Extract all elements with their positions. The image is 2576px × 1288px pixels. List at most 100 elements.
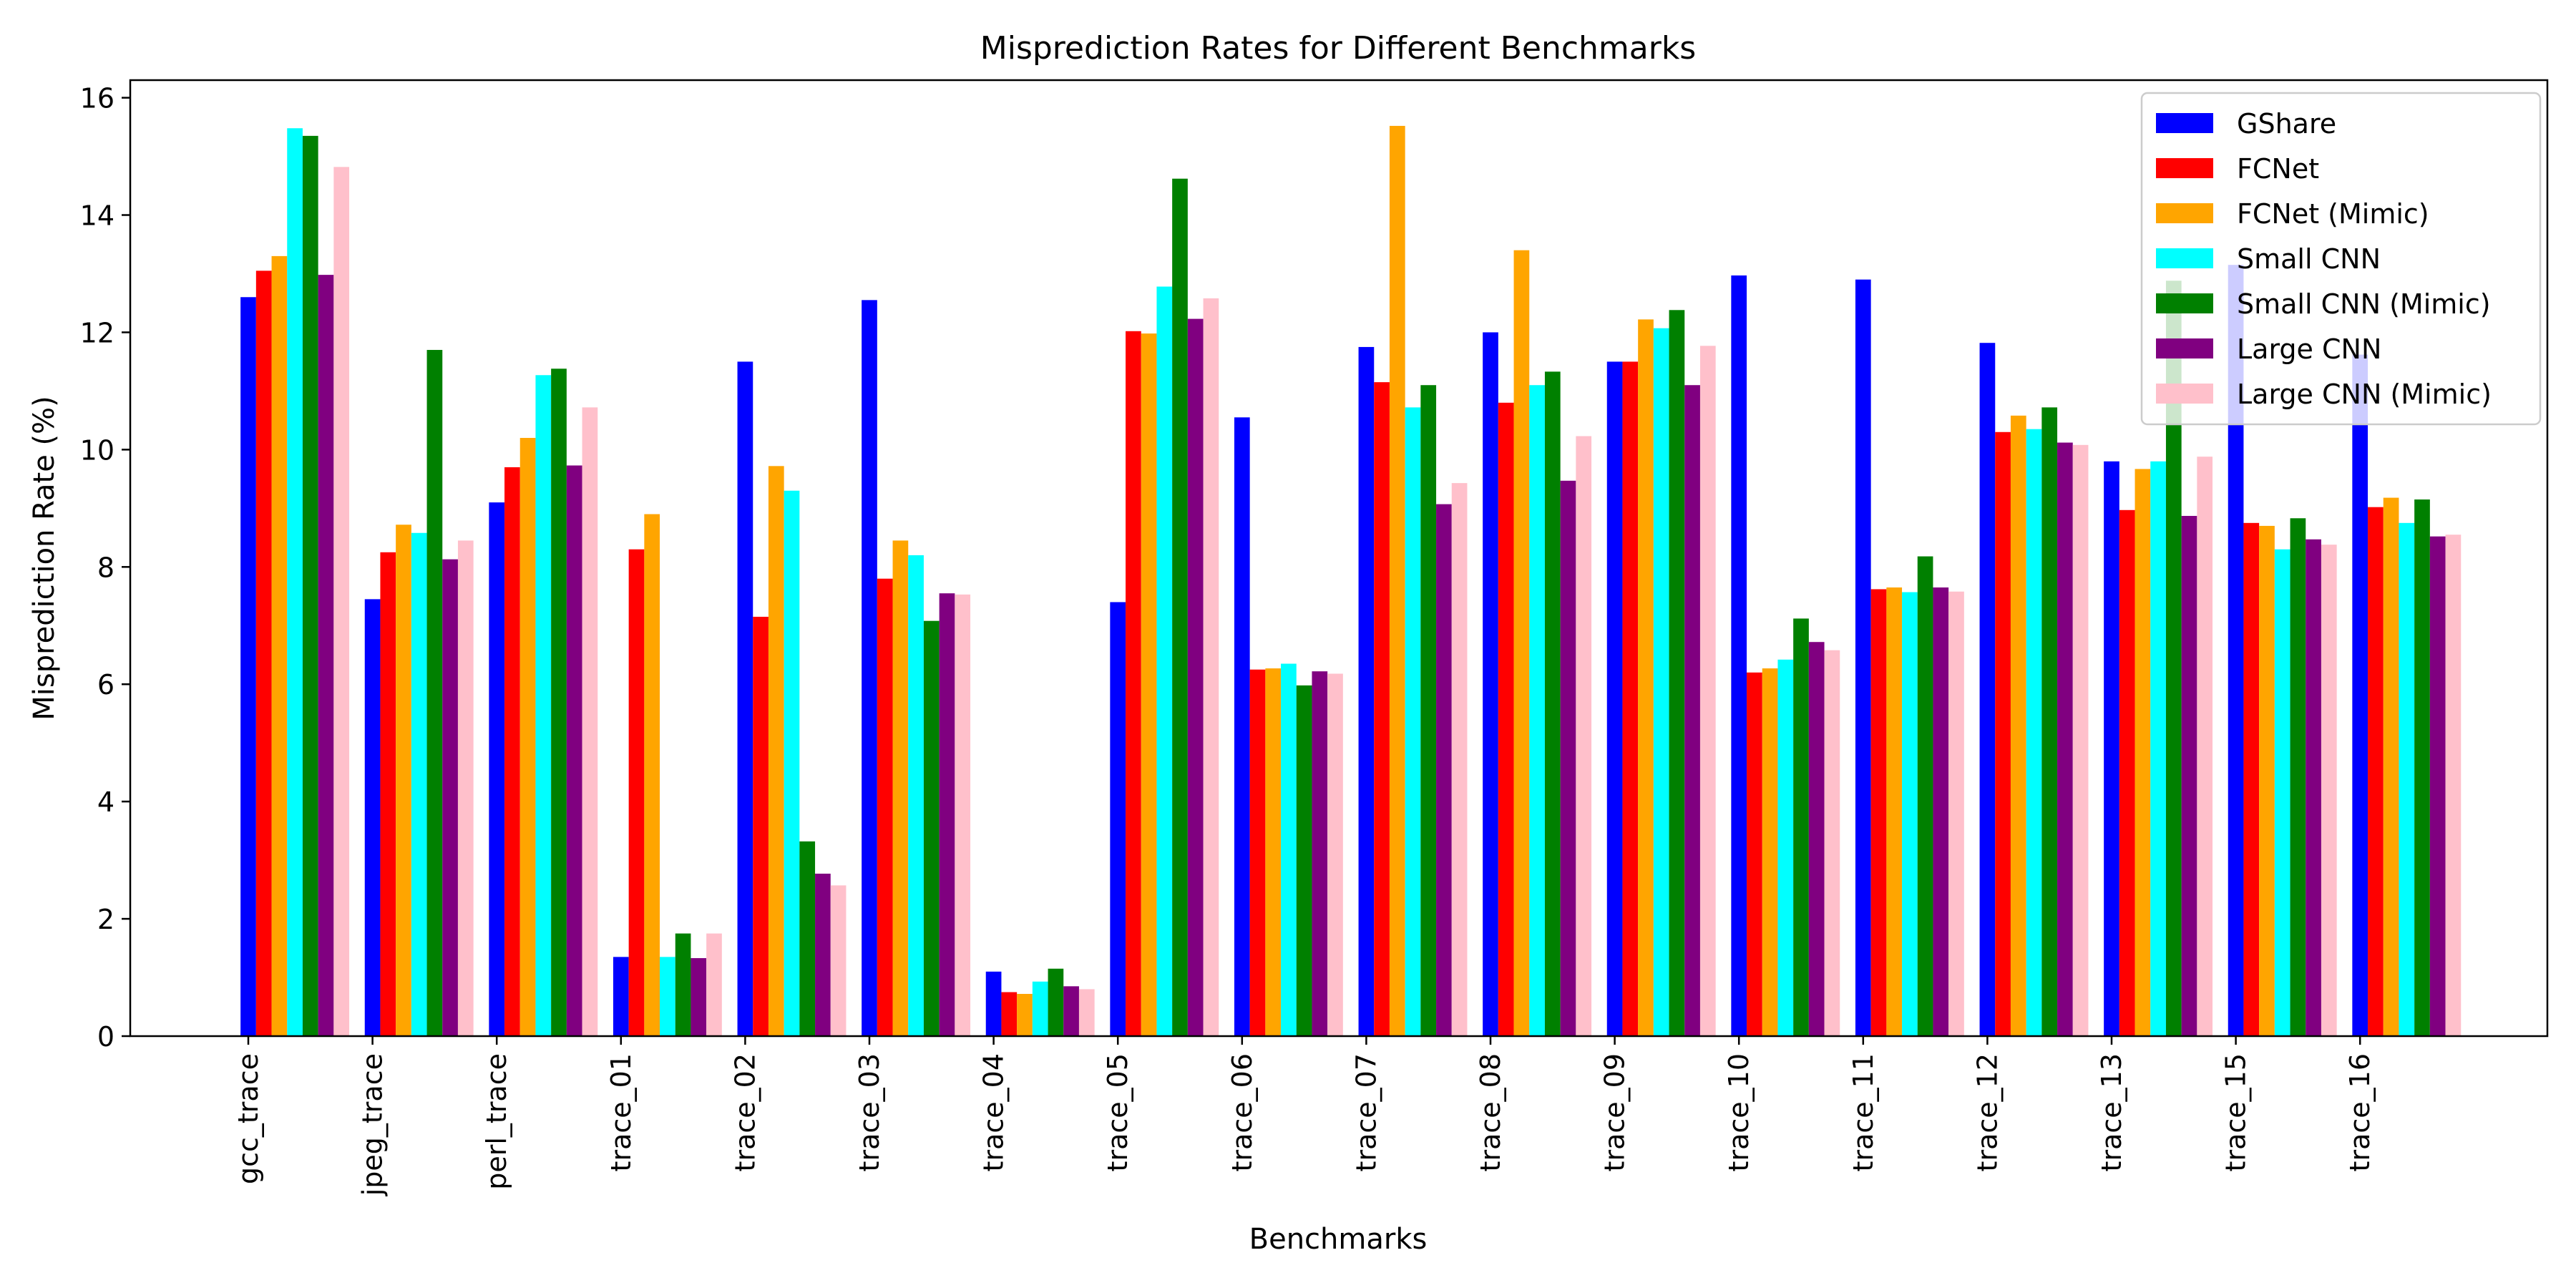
bars-layer bbox=[240, 125, 2462, 1037]
bar-trace_13-series-4 bbox=[2150, 461, 2166, 1036]
bar-trace_01-series-5 bbox=[675, 933, 691, 1036]
y-tick-label: 4 bbox=[97, 786, 114, 818]
bar-trace_10-series-4 bbox=[1777, 659, 1794, 1036]
bar-gcc_trace-series-7 bbox=[333, 167, 350, 1036]
bar-trace_15-series-3 bbox=[2259, 525, 2275, 1036]
bar-trace_15-series-4 bbox=[2274, 549, 2290, 1036]
y-tick-label: 2 bbox=[97, 904, 114, 935]
x-tick-label: trace_07 bbox=[1350, 1053, 1382, 1171]
bar-trace_13-series-2 bbox=[2119, 509, 2135, 1036]
bar-trace_01-series-2 bbox=[628, 549, 645, 1036]
bar-trace_02-series-6 bbox=[815, 873, 831, 1036]
bar-trace_15-series-1 bbox=[2228, 265, 2244, 1037]
bar-trace_04-series-6 bbox=[1063, 986, 1079, 1036]
legend-swatch bbox=[2156, 248, 2213, 268]
bar-trace_06-series-2 bbox=[1249, 669, 1266, 1036]
bar-trace_04-series-7 bbox=[1078, 989, 1095, 1036]
x-tick-label: jpeg_trace bbox=[357, 1053, 389, 1196]
y-tick-label: 16 bbox=[80, 83, 114, 114]
bar-trace_08-series-1 bbox=[1483, 332, 1498, 1036]
bar-trace_09-series-7 bbox=[1699, 346, 1716, 1036]
bar-trace_04-series-2 bbox=[1001, 992, 1018, 1036]
bar-trace_04-series-5 bbox=[1048, 968, 1064, 1036]
x-tick-label: trace_06 bbox=[1226, 1053, 1258, 1171]
bar-trace_08-series-7 bbox=[1576, 436, 1592, 1036]
x-tick-label: trace_04 bbox=[978, 1053, 1010, 1171]
bar-trace_12-series-5 bbox=[2041, 407, 2058, 1036]
y-tick-label: 14 bbox=[80, 200, 114, 232]
bar-trace_03-series-6 bbox=[939, 593, 955, 1036]
bar-trace_03-series-3 bbox=[892, 540, 909, 1036]
bar-trace_03-series-2 bbox=[877, 578, 893, 1036]
bar-trace_02-series-3 bbox=[768, 466, 784, 1036]
y-tick-label: 0 bbox=[97, 1021, 114, 1053]
legend-label: Large CNN bbox=[2237, 333, 2381, 365]
bar-trace_12-series-1 bbox=[1979, 343, 1996, 1036]
bar-trace_05-series-7 bbox=[1203, 298, 1219, 1036]
y-tick-label: 10 bbox=[80, 434, 114, 466]
x-tick-label: trace_05 bbox=[1102, 1053, 1133, 1171]
bar-trace_07-series-2 bbox=[1374, 382, 1390, 1036]
bar-jpeg_trace-series-3 bbox=[396, 525, 411, 1036]
bar-trace_07-series-1 bbox=[1358, 346, 1375, 1036]
bar-jpeg_trace-series-6 bbox=[442, 559, 458, 1036]
bar-trace_08-series-3 bbox=[1513, 250, 1530, 1037]
x-tick-label: trace_11 bbox=[1848, 1053, 1879, 1171]
bar-trace_03-series-5 bbox=[923, 620, 940, 1036]
bar-jpeg_trace-series-5 bbox=[426, 350, 443, 1036]
bar-trace_12-series-3 bbox=[2010, 415, 2026, 1036]
bar-trace_06-series-7 bbox=[1327, 673, 1343, 1036]
x-tick-label: trace_13 bbox=[2096, 1053, 2127, 1171]
bar-trace_10-series-2 bbox=[1747, 672, 1762, 1036]
legend-label: FCNet bbox=[2237, 153, 2319, 185]
bar-trace_11-series-5 bbox=[1917, 556, 1933, 1036]
bar-perl_trace-series-3 bbox=[519, 437, 536, 1036]
bar-jpeg_trace-series-4 bbox=[411, 532, 427, 1036]
bar-trace_11-series-7 bbox=[1948, 591, 1964, 1036]
bar-gcc_trace-series-3 bbox=[271, 255, 288, 1036]
bar-trace_04-series-1 bbox=[985, 971, 1002, 1036]
bar-trace_05-series-3 bbox=[1141, 333, 1157, 1037]
legend-label: Small CNN bbox=[2237, 243, 2381, 275]
legend-swatch bbox=[2156, 338, 2213, 358]
bar-trace_12-series-2 bbox=[1995, 431, 2011, 1036]
legend-swatch bbox=[2156, 203, 2213, 223]
legend-label: GShare bbox=[2237, 108, 2336, 140]
bar-trace_16-series-3 bbox=[2383, 497, 2399, 1036]
legend: GShare FCNet FCNet (Mimic) Small CNN Small C… bbox=[2140, 92, 2542, 426]
bar-trace_12-series-4 bbox=[2026, 429, 2042, 1036]
legend-swatch bbox=[2156, 113, 2213, 133]
bar-trace_09-series-1 bbox=[1606, 361, 1623, 1036]
bar-trace_10-series-6 bbox=[1808, 642, 1825, 1036]
legend-box bbox=[2140, 92, 2542, 426]
bar-trace_03-series-4 bbox=[908, 555, 924, 1036]
x-axis-label: Benchmarks bbox=[1249, 1223, 1428, 1256]
bar-trace_10-series-5 bbox=[1793, 618, 1809, 1036]
x-tick-label: trace_01 bbox=[605, 1053, 637, 1171]
bar-trace_10-series-3 bbox=[1762, 668, 1778, 1036]
bar-trace_08-series-2 bbox=[1498, 402, 1514, 1036]
bar-trace_01-series-6 bbox=[691, 957, 707, 1036]
bar-gcc_trace-series-6 bbox=[318, 275, 334, 1036]
bar-trace_06-series-4 bbox=[1281, 663, 1297, 1036]
bar-trace_12-series-6 bbox=[2057, 442, 2073, 1036]
x-tick-label: perl_trace bbox=[481, 1053, 512, 1190]
bar-perl_trace-series-6 bbox=[566, 465, 582, 1036]
bar-trace_06-series-5 bbox=[1296, 685, 1312, 1036]
bar-trace_01-series-3 bbox=[644, 514, 660, 1036]
bar-gcc_trace-series-4 bbox=[287, 128, 303, 1037]
bar-gcc_trace-series-5 bbox=[302, 135, 318, 1036]
bar-trace_11-series-3 bbox=[1886, 587, 1903, 1036]
bar-trace_13-series-7 bbox=[2197, 457, 2213, 1036]
x-tick-label: trace_10 bbox=[1723, 1053, 1755, 1171]
plot-frame bbox=[129, 79, 2549, 1038]
bar-trace_16-series-1 bbox=[2352, 354, 2368, 1037]
bar-trace_13-series-5 bbox=[2165, 280, 2182, 1036]
y-tick-label: 12 bbox=[80, 317, 114, 348]
bar-trace_11-series-6 bbox=[1933, 587, 1949, 1036]
legend-label: Small CNN (Mimic) bbox=[2237, 288, 2491, 320]
x-tick-label: trace_16 bbox=[2344, 1053, 2376, 1171]
bar-trace_13-series-6 bbox=[2181, 515, 2197, 1036]
bar-trace_11-series-4 bbox=[1902, 592, 1918, 1036]
